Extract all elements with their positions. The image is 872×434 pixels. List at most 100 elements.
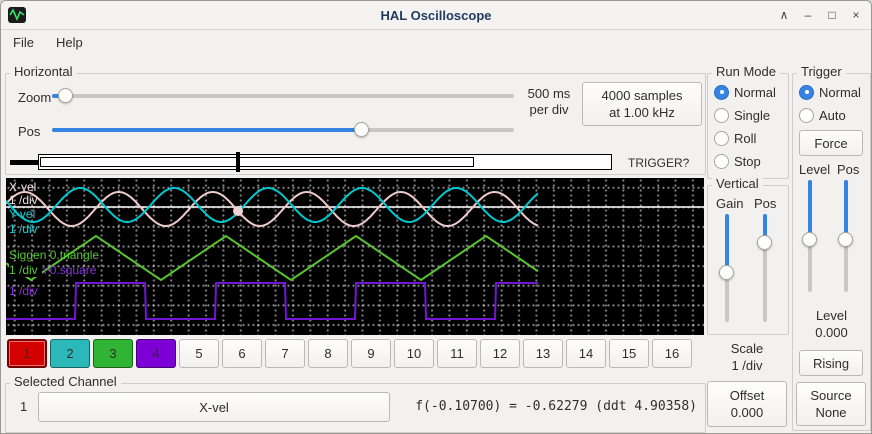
trigger-group-label: Trigger — [797, 64, 846, 79]
channel-button-8[interactable]: 8 — [308, 339, 348, 368]
trigger-pos-slider[interactable] — [837, 180, 855, 292]
trigger-level-slider[interactable] — [801, 180, 819, 292]
scale-label: Scale — [730, 341, 764, 356]
samples-rate: at 1.00 kHz — [609, 105, 675, 120]
channel-button-7[interactable]: 7 — [265, 339, 305, 368]
channel-button-2[interactable]: 2 — [50, 339, 90, 368]
radio-label: Stop — [734, 153, 761, 169]
trigger-edge-button[interactable]: Rising — [799, 350, 863, 376]
timebase-readout: 500 ms per div — [520, 86, 578, 118]
trigger-source-label: Source — [810, 388, 852, 403]
trigger-radio-normal[interactable]: Normal — [799, 82, 861, 102]
vertical-gain-slider[interactable] — [718, 214, 736, 322]
offset-button[interactable]: Offset 0.000 — [707, 381, 787, 427]
minimize-button[interactable]: – — [804, 8, 812, 22]
slider-fill — [844, 180, 848, 241]
radio-icon — [714, 107, 729, 123]
channel-button-5[interactable]: 5 — [179, 339, 219, 368]
trigger-source-button[interactable]: Source None — [796, 382, 866, 426]
channel-scale-triangle: 1 /div — [9, 264, 42, 277]
horizontal-group: Horizontal Zoom 500 ms per div 4000 samp… — [5, 64, 706, 175]
slider-fill — [763, 214, 767, 244]
radio-label: Single — [734, 107, 771, 123]
selected-channel-index: 1 — [20, 399, 28, 414]
channel-scale-x-vel: 1 /div — [9, 193, 38, 207]
close-button[interactable]: × — [852, 8, 860, 22]
timebase-value: 500 ms — [527, 86, 571, 101]
vertical-pos-slider[interactable] — [756, 214, 774, 322]
channel-button-11[interactable]: 11 — [437, 339, 477, 368]
zoom-slider[interactable] — [52, 87, 514, 105]
samples-count: 4000 samples — [601, 88, 683, 103]
trigger-pos-label: Pos — [837, 162, 860, 177]
selected-channel-group: Selected Channel 1 X-vel f(-0.10700) = -… — [5, 374, 706, 433]
channel-button-row: 1 2 3 4 5 6 7 8 9 10 11 12 13 14 15 16 — [7, 339, 692, 368]
runmode-radio-normal[interactable]: Normal — [714, 82, 776, 102]
channel-button-3[interactable]: 3 — [93, 339, 133, 368]
pos-slider-fill — [52, 128, 362, 132]
trigger-pos-slider-handle[interactable] — [838, 232, 853, 248]
vertical-pos-label: Pos — [754, 196, 777, 211]
channel-scale-square: 1 /div — [9, 284, 38, 298]
channel-button-4[interactable]: 4 — [136, 339, 176, 368]
vertical-gain-slider-handle[interactable] — [719, 265, 734, 281]
trigger-level-slider-handle[interactable] — [802, 232, 817, 248]
slider-groove — [763, 214, 767, 322]
radio-icon — [799, 107, 814, 123]
radio-icon — [714, 84, 729, 100]
channel-value-readout: f(-0.10700) = -0.62279 (ddt 4.90358) — [415, 399, 697, 414]
timebase-unit: per div — [529, 102, 569, 117]
waveform-display: X-vel 1 /div Y-vel 1 /div Siggen 0.trian… — [6, 178, 704, 335]
samples-button[interactable]: 4000 samples at 1.00 kHz — [582, 82, 702, 126]
vertical-group-label: Vertical — [712, 176, 763, 191]
slider-fill — [725, 214, 729, 274]
channel-button-14[interactable]: 14 — [566, 339, 606, 368]
radio-label: Roll — [734, 130, 757, 146]
trigger-level-readout-label: Level — [815, 308, 848, 323]
pos-slider[interactable] — [52, 121, 514, 139]
trigger-bar-left-segment — [10, 160, 38, 165]
menu-file[interactable]: File — [13, 34, 34, 50]
channel-button-13[interactable]: 13 — [523, 339, 563, 368]
force-button[interactable]: Force — [799, 130, 863, 156]
channel-button-12[interactable]: 12 — [480, 339, 520, 368]
trigger-position-marker[interactable] — [236, 152, 240, 172]
channel-label-triangle: Siggen 0.triangle — [9, 248, 100, 262]
selected-channel-name-button[interactable]: X-vel — [38, 392, 390, 422]
radio-icon — [714, 130, 729, 146]
runmode-radio-stop[interactable]: Stop — [714, 151, 761, 171]
run-mode-group: Run Mode Normal Single Roll Stop — [707, 64, 789, 179]
maximize-button[interactable]: □ — [828, 8, 836, 22]
zoom-label: Zoom — [18, 90, 52, 105]
zoom-slider-groove — [52, 94, 514, 98]
offset-value: 0.000 — [730, 405, 764, 420]
menu-help[interactable]: Help — [55, 34, 83, 50]
trigger-radio-auto[interactable]: Auto — [799, 105, 846, 125]
runmode-radio-roll[interactable]: Roll — [714, 128, 756, 148]
pos-label: Pos — [18, 124, 41, 139]
app-icon — [8, 7, 26, 23]
radio-icon — [714, 153, 729, 169]
channel-button-9[interactable]: 9 — [351, 339, 391, 368]
channel-button-16[interactable]: 16 — [652, 339, 692, 368]
scale-value: 1 /div — [731, 358, 763, 373]
radio-label: Normal — [734, 84, 776, 100]
trigger-level-label: Level — [799, 162, 831, 177]
menu-bar: File Help — [1, 29, 871, 55]
zoom-slider-handle[interactable] — [57, 88, 73, 103]
channel-button-10[interactable]: 10 — [394, 339, 434, 368]
channel-button-1[interactable]: 1 — [7, 339, 47, 368]
vertical-group: Vertical Gain Pos — [707, 176, 789, 335]
offset-label: Offset — [729, 388, 765, 403]
title-bar[interactable]: HAL Oscilloscope ∧ – □ × — [1, 1, 871, 30]
channel-button-15[interactable]: 15 — [609, 339, 649, 368]
radio-icon — [799, 84, 814, 100]
horizontal-group-label: Horizontal — [10, 64, 77, 79]
vertical-pos-slider-handle[interactable] — [757, 235, 772, 251]
pos-slider-handle[interactable] — [353, 122, 369, 137]
waveform-svg — [6, 187, 704, 320]
channel-button-6[interactable]: 6 — [222, 339, 262, 368]
runmode-radio-single[interactable]: Single — [714, 105, 770, 125]
shade-button[interactable]: ∧ — [779, 8, 789, 22]
